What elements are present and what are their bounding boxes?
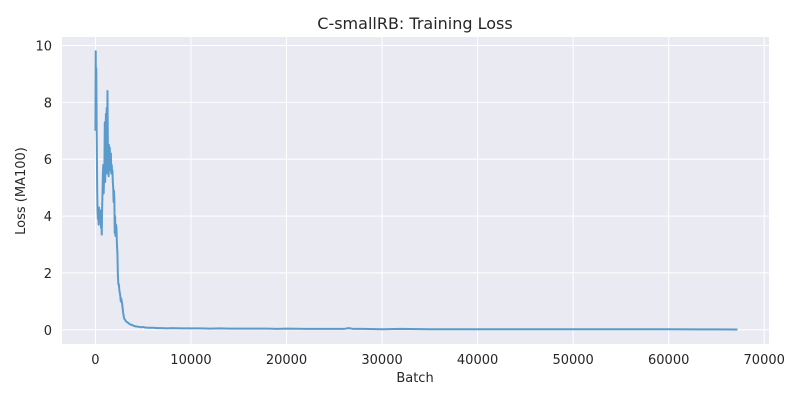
chart-title: C-smallRB: Training Loss — [317, 14, 512, 33]
x-tick-label: 60000 — [648, 353, 689, 368]
x-tick-label: 0 — [91, 353, 99, 368]
x-tick-label: 10000 — [170, 353, 211, 368]
y-tick-label: 8 — [44, 96, 52, 111]
x-tick-label: 70000 — [744, 353, 785, 368]
y-axis-label: Loss (MA100) — [14, 147, 29, 235]
x-tick-label: 20000 — [266, 353, 307, 368]
x-tick-label: 40000 — [457, 353, 498, 368]
y-axis-ticks: 0 2 4 6 8 10 — [35, 40, 52, 339]
y-tick-label: 0 — [44, 324, 52, 339]
x-axis-label: Batch — [396, 371, 433, 386]
x-axis-ticks: 0 10000 20000 30000 40000 50000 60000 70000 — [91, 353, 785, 368]
loss-series-line — [94, 50, 738, 331]
plot-background — [62, 37, 769, 344]
y-tick-label: 4 — [44, 210, 52, 225]
x-tick-label: 50000 — [552, 353, 593, 368]
grid-lines — [62, 37, 769, 344]
y-tick-label: 10 — [35, 40, 52, 55]
y-tick-label: 6 — [44, 153, 52, 168]
y-tick-label: 2 — [44, 267, 52, 282]
x-tick-label: 30000 — [361, 353, 402, 368]
